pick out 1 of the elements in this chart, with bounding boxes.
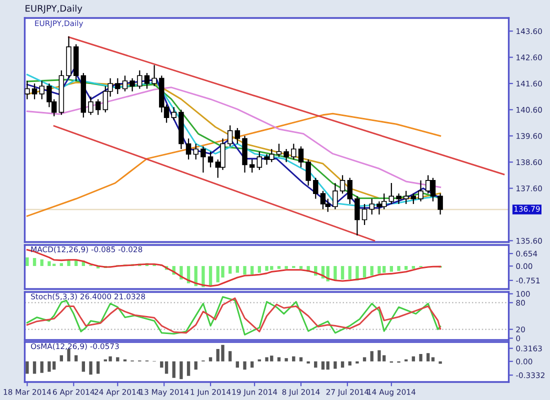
chart-title: EURJPY,Daily: [26, 4, 82, 14]
